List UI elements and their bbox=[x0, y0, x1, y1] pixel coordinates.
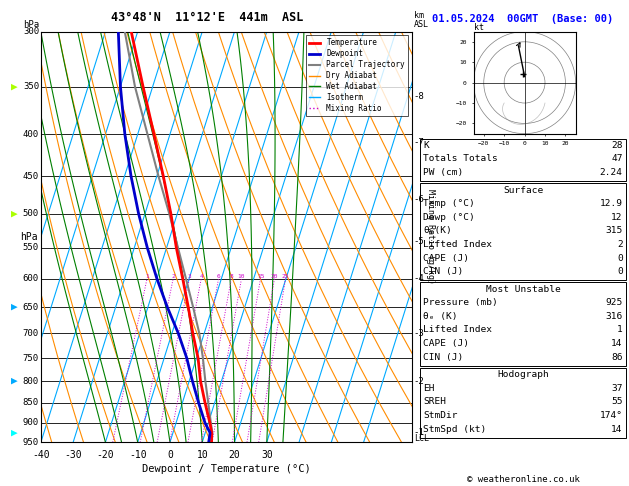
Text: -8: -8 bbox=[414, 92, 425, 101]
Text: Most Unstable: Most Unstable bbox=[486, 285, 560, 294]
Text: Totals Totals: Totals Totals bbox=[423, 155, 498, 163]
Text: Pressure (mb): Pressure (mb) bbox=[423, 298, 498, 307]
Text: ▶: ▶ bbox=[11, 82, 18, 91]
Text: hPa: hPa bbox=[20, 232, 38, 242]
Text: 25: 25 bbox=[282, 274, 289, 278]
Text: -3: -3 bbox=[414, 329, 425, 338]
Text: 3: 3 bbox=[187, 274, 191, 278]
Text: Hodograph: Hodograph bbox=[497, 370, 549, 379]
Text: 20: 20 bbox=[270, 274, 278, 278]
Text: Lifted Index: Lifted Index bbox=[423, 240, 493, 249]
Text: Dewpoint / Temperature (°C): Dewpoint / Temperature (°C) bbox=[142, 464, 311, 474]
Text: 850: 850 bbox=[23, 398, 39, 407]
Text: CAPE (J): CAPE (J) bbox=[423, 339, 469, 348]
Text: 8: 8 bbox=[230, 274, 233, 278]
Text: 0: 0 bbox=[167, 450, 173, 460]
Text: 750: 750 bbox=[23, 353, 39, 363]
Text: 700: 700 bbox=[23, 329, 39, 338]
Text: 30: 30 bbox=[261, 450, 272, 460]
Text: ▶: ▶ bbox=[11, 208, 18, 219]
Text: 350: 350 bbox=[23, 82, 39, 91]
Text: 550: 550 bbox=[23, 243, 39, 252]
Text: Surface: Surface bbox=[503, 186, 543, 194]
Text: hPa: hPa bbox=[23, 20, 39, 29]
Text: Dewp (°C): Dewp (°C) bbox=[423, 213, 475, 222]
Text: © weatheronline.co.uk: © weatheronline.co.uk bbox=[467, 474, 579, 484]
Text: 14: 14 bbox=[611, 339, 623, 348]
Text: StmDir: StmDir bbox=[423, 411, 458, 420]
Text: km
ASL: km ASL bbox=[414, 11, 429, 29]
Text: 950: 950 bbox=[23, 438, 39, 447]
Text: CIN (J): CIN (J) bbox=[423, 353, 464, 362]
Text: 10: 10 bbox=[238, 274, 245, 278]
Text: 37: 37 bbox=[611, 384, 623, 393]
Text: PW (cm): PW (cm) bbox=[423, 168, 464, 177]
Text: 12.9: 12.9 bbox=[599, 199, 623, 208]
Text: 6: 6 bbox=[217, 274, 220, 278]
Text: 500: 500 bbox=[23, 209, 39, 218]
Text: -30: -30 bbox=[64, 450, 82, 460]
Text: ▶: ▶ bbox=[11, 376, 18, 386]
Text: -6: -6 bbox=[414, 194, 425, 204]
Text: -10: -10 bbox=[129, 450, 147, 460]
Text: Temp (°C): Temp (°C) bbox=[423, 199, 475, 208]
Text: 14: 14 bbox=[611, 425, 623, 434]
Text: 2: 2 bbox=[171, 274, 175, 278]
Text: LCL: LCL bbox=[414, 434, 429, 443]
Text: CAPE (J): CAPE (J) bbox=[423, 254, 469, 262]
Text: 2: 2 bbox=[617, 240, 623, 249]
Text: 900: 900 bbox=[23, 418, 39, 428]
Text: 01.05.2024  00GMT  (Base: 00): 01.05.2024 00GMT (Base: 00) bbox=[432, 14, 614, 24]
Text: -7: -7 bbox=[414, 139, 425, 147]
Text: StmSpd (kt): StmSpd (kt) bbox=[423, 425, 487, 434]
Text: kt: kt bbox=[474, 22, 484, 32]
Text: 174°: 174° bbox=[599, 411, 623, 420]
Text: 28: 28 bbox=[611, 141, 623, 150]
Text: ▶: ▶ bbox=[11, 302, 18, 312]
Text: -5: -5 bbox=[414, 237, 425, 245]
Text: -40: -40 bbox=[32, 450, 50, 460]
Text: 10: 10 bbox=[196, 450, 208, 460]
Text: 650: 650 bbox=[23, 303, 39, 312]
Text: 47: 47 bbox=[611, 155, 623, 163]
Text: 400: 400 bbox=[23, 130, 39, 139]
Text: SREH: SREH bbox=[423, 398, 447, 406]
Text: θₑ(K): θₑ(K) bbox=[423, 226, 452, 235]
Text: 2.24: 2.24 bbox=[599, 168, 623, 177]
Text: 20: 20 bbox=[228, 450, 240, 460]
Text: 0: 0 bbox=[617, 254, 623, 262]
Text: -2: -2 bbox=[414, 377, 425, 385]
Text: K: K bbox=[423, 141, 429, 150]
Text: 55: 55 bbox=[611, 398, 623, 406]
Text: 1: 1 bbox=[617, 326, 623, 334]
Text: 300: 300 bbox=[23, 27, 39, 36]
Text: Lifted Index: Lifted Index bbox=[423, 326, 493, 334]
Text: 4: 4 bbox=[199, 274, 203, 278]
Text: 43°48'N  11°12'E  441m  ASL: 43°48'N 11°12'E 441m ASL bbox=[111, 11, 304, 24]
Text: 12: 12 bbox=[611, 213, 623, 222]
Text: 315: 315 bbox=[606, 226, 623, 235]
Text: CIN (J): CIN (J) bbox=[423, 267, 464, 276]
Legend: Temperature, Dewpoint, Parcel Trajectory, Dry Adiabat, Wet Adiabat, Isotherm, Mi: Temperature, Dewpoint, Parcel Trajectory… bbox=[306, 35, 408, 116]
Text: 925: 925 bbox=[606, 298, 623, 307]
Text: 86: 86 bbox=[611, 353, 623, 362]
Text: 800: 800 bbox=[23, 377, 39, 385]
Text: 450: 450 bbox=[23, 172, 39, 180]
Text: θₑ (K): θₑ (K) bbox=[423, 312, 458, 321]
Text: 600: 600 bbox=[23, 274, 39, 283]
Text: 316: 316 bbox=[606, 312, 623, 321]
Text: 1: 1 bbox=[145, 274, 149, 278]
Text: -1: -1 bbox=[414, 428, 425, 437]
Text: -4: -4 bbox=[414, 274, 425, 283]
Text: ▶: ▶ bbox=[11, 428, 18, 438]
Text: EH: EH bbox=[423, 384, 435, 393]
Text: Mixing Ratio (g/kg): Mixing Ratio (g/kg) bbox=[426, 190, 435, 284]
Text: -20: -20 bbox=[97, 450, 114, 460]
Text: 15: 15 bbox=[257, 274, 264, 278]
Text: 0: 0 bbox=[617, 267, 623, 276]
